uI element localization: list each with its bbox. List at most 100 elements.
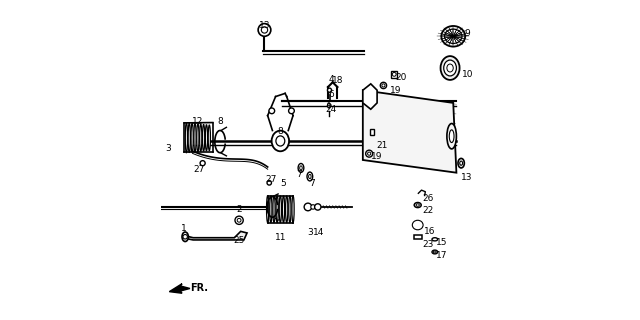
Text: 17: 17 [436,251,448,260]
Ellipse shape [328,104,331,107]
Polygon shape [187,231,247,240]
Ellipse shape [188,123,190,153]
Text: 27: 27 [265,174,276,184]
Ellipse shape [367,152,371,155]
Ellipse shape [273,196,275,223]
Text: 3: 3 [308,228,314,237]
Ellipse shape [458,158,465,168]
Ellipse shape [416,204,419,206]
Text: 19: 19 [390,86,402,95]
Ellipse shape [298,164,304,172]
Ellipse shape [186,123,188,153]
Ellipse shape [194,124,196,152]
Circle shape [235,216,243,224]
Ellipse shape [382,84,385,87]
Ellipse shape [266,196,269,223]
Ellipse shape [276,136,285,146]
Circle shape [258,24,271,36]
Circle shape [267,180,271,185]
Text: 26: 26 [422,194,433,203]
Ellipse shape [328,88,332,92]
Ellipse shape [328,103,330,108]
Ellipse shape [445,29,462,44]
Text: 22: 22 [422,206,433,215]
Ellipse shape [276,196,278,223]
Ellipse shape [308,174,311,179]
Text: 23: 23 [422,240,433,249]
Ellipse shape [414,203,421,208]
Ellipse shape [433,251,436,253]
Ellipse shape [449,130,454,142]
Circle shape [237,218,241,222]
Ellipse shape [202,124,205,151]
Circle shape [200,161,205,166]
Circle shape [269,108,275,114]
Bar [370,129,374,135]
Text: 25: 25 [234,236,244,245]
Text: 7: 7 [296,170,302,179]
Text: 14: 14 [313,228,324,237]
Ellipse shape [282,196,285,223]
Ellipse shape [307,172,313,181]
Ellipse shape [269,196,272,223]
Text: 18: 18 [332,76,343,85]
Polygon shape [363,90,456,173]
Ellipse shape [279,196,282,223]
Circle shape [392,72,396,76]
Ellipse shape [292,196,294,223]
Ellipse shape [442,26,465,47]
Ellipse shape [365,150,372,157]
Text: 4: 4 [328,75,334,84]
Text: 16: 16 [424,227,435,236]
Circle shape [315,204,321,210]
Ellipse shape [289,196,291,223]
Ellipse shape [413,221,422,228]
Ellipse shape [412,220,423,230]
Text: 7: 7 [309,179,315,188]
Ellipse shape [182,232,188,242]
Ellipse shape [191,123,193,152]
Ellipse shape [300,166,302,170]
Ellipse shape [447,124,456,149]
Text: 13: 13 [259,21,270,30]
Text: 6: 6 [328,91,334,100]
Bar [391,71,397,77]
Ellipse shape [285,196,288,223]
Ellipse shape [208,125,211,151]
Circle shape [261,27,268,33]
Ellipse shape [444,60,456,76]
Text: 19: 19 [371,152,383,161]
Text: 1: 1 [181,224,187,233]
Ellipse shape [460,161,463,165]
Circle shape [304,203,312,211]
Text: 8: 8 [278,127,284,136]
Text: 15: 15 [436,238,448,247]
Text: 10: 10 [461,70,473,79]
Ellipse shape [380,82,387,89]
Ellipse shape [447,64,453,72]
Text: 11: 11 [275,233,286,242]
Polygon shape [170,284,190,293]
Ellipse shape [205,125,207,151]
Ellipse shape [432,250,438,254]
Text: 2: 2 [236,205,242,214]
Text: 9: 9 [465,28,470,38]
Text: 21: 21 [376,141,388,150]
Text: 24: 24 [326,105,337,114]
Text: 3: 3 [166,144,172,153]
Text: 8: 8 [217,117,223,126]
Ellipse shape [440,56,460,80]
Ellipse shape [196,124,199,152]
Polygon shape [363,84,377,109]
Ellipse shape [200,124,202,151]
Ellipse shape [415,223,420,227]
Circle shape [183,235,188,239]
Polygon shape [413,235,422,239]
Circle shape [289,108,294,114]
Text: 27: 27 [194,165,205,174]
Text: 5: 5 [281,179,286,188]
Circle shape [311,205,316,209]
Text: FR.: FR. [190,284,208,293]
Text: 20: 20 [396,73,406,82]
Ellipse shape [271,131,289,151]
